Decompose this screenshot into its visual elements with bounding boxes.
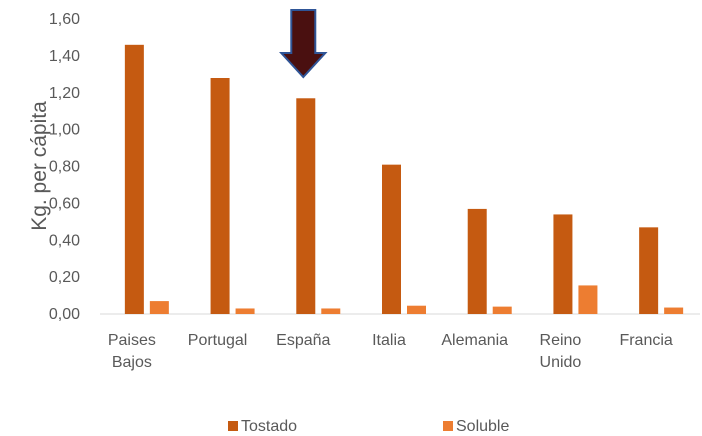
- bar-tostado-italia: [382, 164, 401, 314]
- y-tick-label: 0,20: [49, 269, 80, 286]
- legend-swatch-soluble: [443, 421, 453, 431]
- y-tick-label: 0,00: [49, 306, 80, 323]
- legend-label-tostado: Tostado: [241, 418, 297, 435]
- bar-tostado-reino-unido: [553, 214, 573, 314]
- bar-soluble-reino-unido: [578, 285, 598, 314]
- y-tick-label: 0,80: [49, 159, 80, 176]
- legend: Tostado Soluble: [228, 418, 509, 435]
- bar-tostado-españa: [296, 98, 316, 314]
- bars: [124, 44, 684, 314]
- bar-soluble-italia: [407, 305, 426, 314]
- x-category-label: España: [276, 332, 330, 349]
- x-category-label: Paises Bajos: [108, 332, 156, 371]
- y-tick-label: 1,60: [49, 11, 80, 28]
- y-axis-ticks: 0,00 0,20 0,40 0,60 0,80 1,00 1,20 1,40 1,60: [49, 11, 80, 323]
- down-arrow-icon: [279, 9, 328, 79]
- bar-soluble-alemania: [492, 306, 512, 314]
- y-tick-label: 0,40: [49, 232, 80, 249]
- bar-soluble-paises-bajos: [149, 301, 169, 314]
- bar-soluble-francia: [664, 307, 684, 314]
- bar-tostado-francia: [639, 227, 659, 314]
- y-tick-label: 1,20: [49, 85, 80, 102]
- legend-swatch-tostado: [228, 421, 238, 431]
- x-category-label: Alemania: [441, 332, 508, 349]
- bar-tostado-alemania: [467, 208, 487, 314]
- y-axis-label: Kg. per cápita: [28, 101, 51, 231]
- x-category-label: Reino Unido: [540, 332, 582, 371]
- x-category-label: Italia: [372, 332, 406, 349]
- y-tick-label: 1,40: [49, 48, 80, 65]
- bar-tostado-portugal: [210, 78, 230, 314]
- x-axis-categories: Paises Bajos Portugal España Italia Alemania R…: [108, 332, 673, 371]
- annotation: [279, 9, 328, 79]
- x-category-label: Francia: [619, 332, 672, 349]
- bar-soluble-portugal: [235, 308, 255, 314]
- legend-label-soluble: Soluble: [456, 418, 509, 435]
- y-tick-label: 1,00: [49, 122, 80, 139]
- y-tick-label: 0,60: [49, 195, 80, 212]
- bar-tostado-paises-bajos: [124, 44, 144, 314]
- x-category-label: Portugal: [188, 332, 248, 349]
- bar-soluble-españa: [321, 308, 341, 314]
